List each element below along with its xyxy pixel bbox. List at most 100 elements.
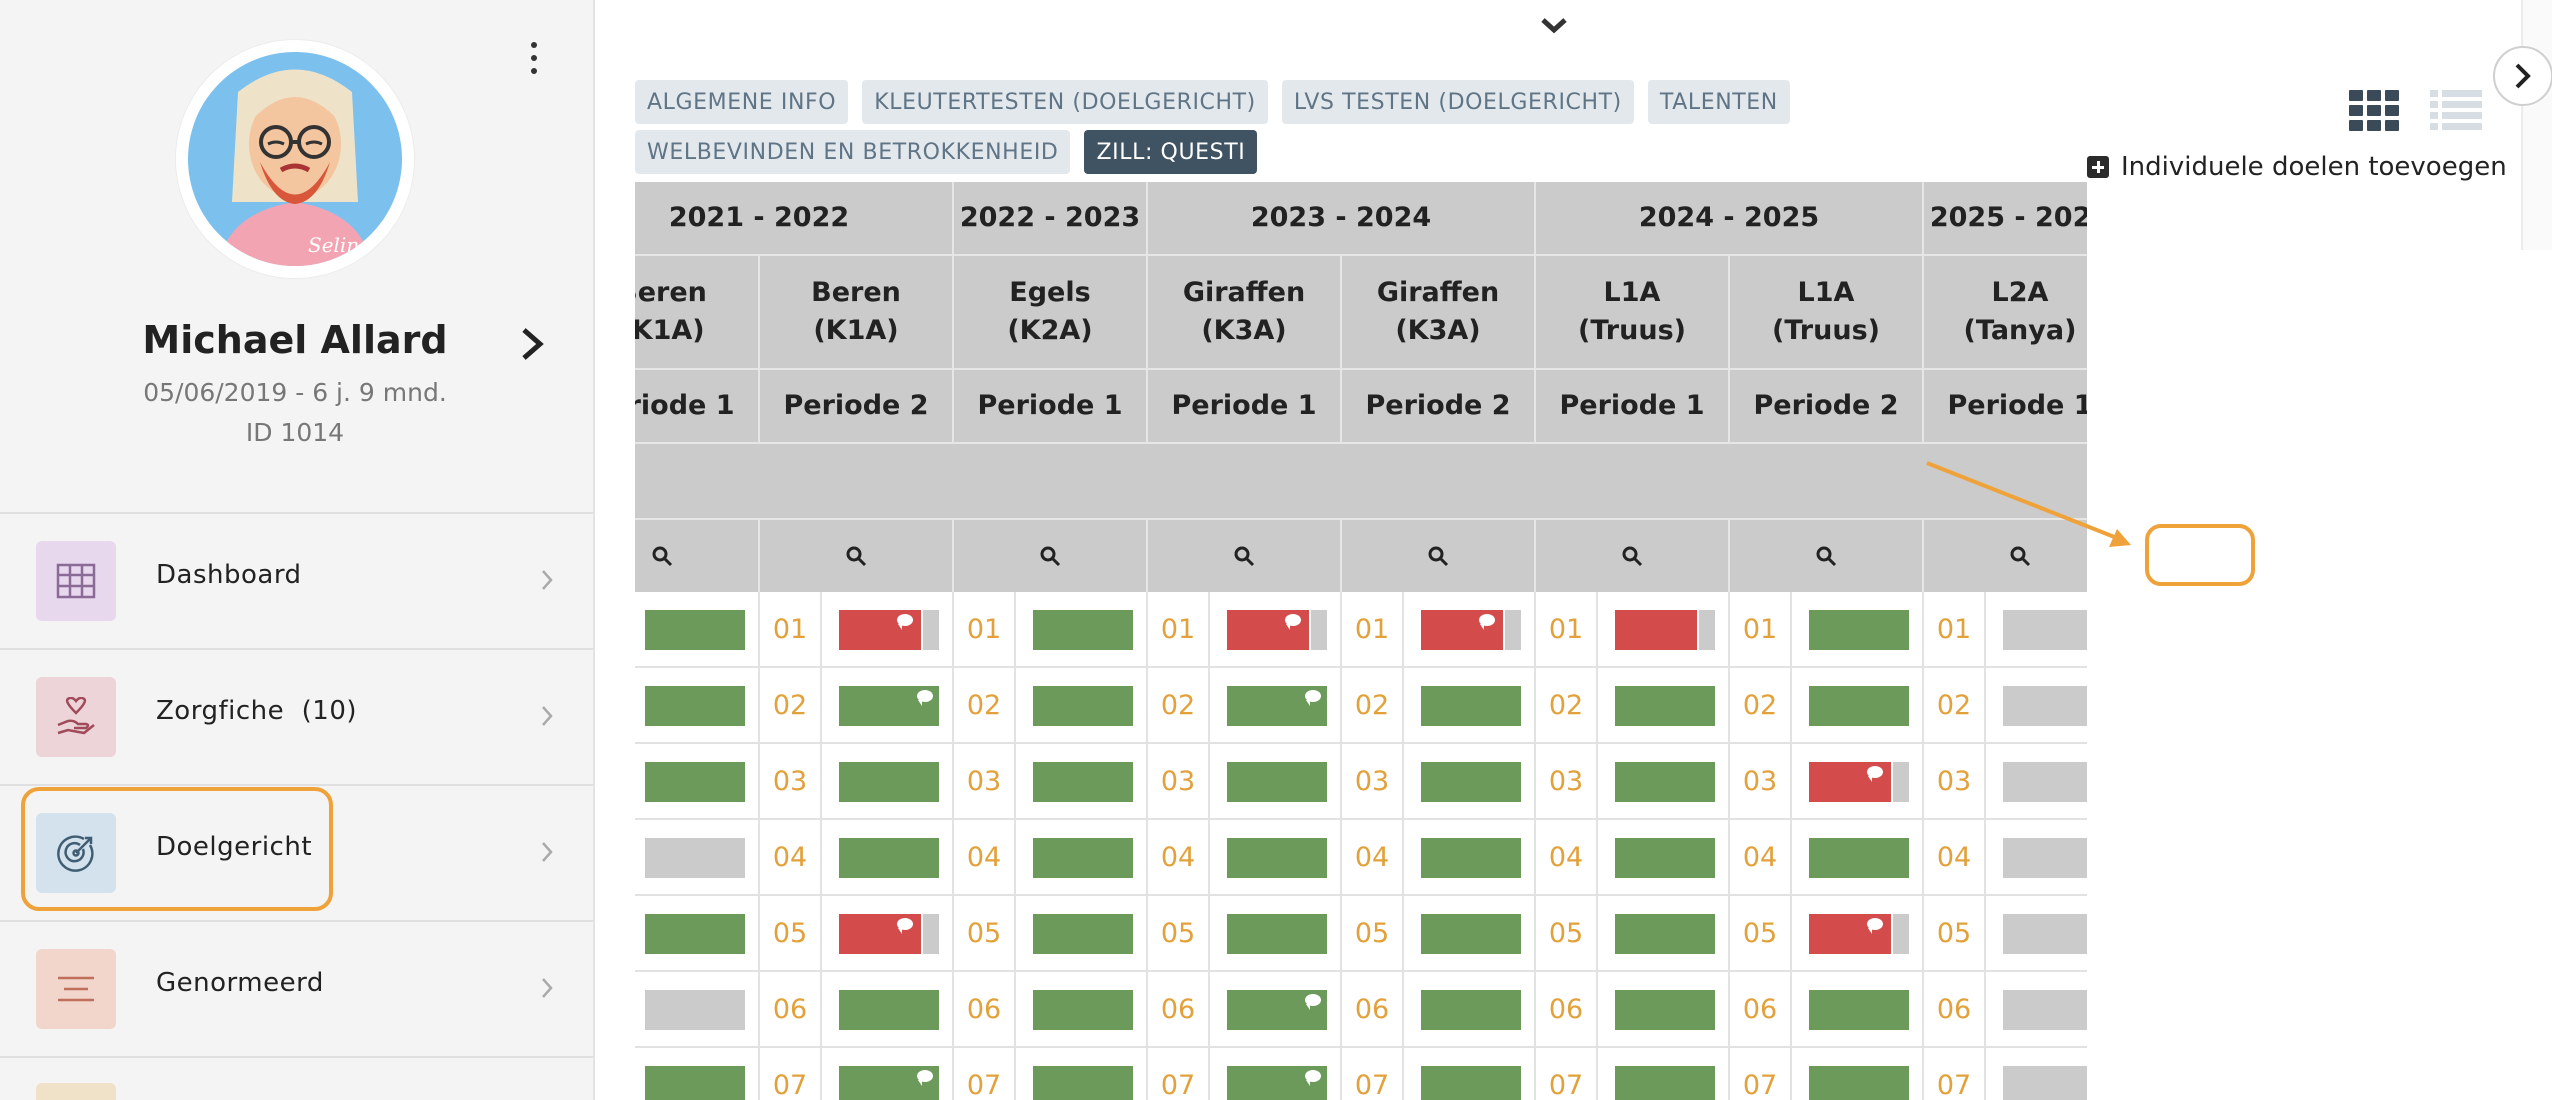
result-bar-green[interactable]: [1615, 762, 1715, 802]
result-bar-green[interactable]: [839, 1066, 939, 1100]
chevron-right-icon: [542, 570, 553, 590]
tab-kleutertesten-doelgericht[interactable]: KLEUTERTESTEN (DOELGERICHT): [862, 80, 1268, 124]
add-individual-goals-button[interactable]: Individuele doelen toevoegen: [2087, 152, 2507, 182]
period-header: Periode 2: [1342, 370, 1536, 444]
nav-label: Dashboard: [156, 560, 302, 590]
result-bar-green[interactable]: [1033, 914, 1133, 954]
result-bar-green[interactable]: [1421, 762, 1521, 802]
result-bar-green[interactable]: [1033, 610, 1133, 650]
comment-icon: [1305, 1070, 1321, 1086]
class-header: L1A (Truus): [1730, 256, 1924, 370]
tab-lvs-testen-doelgericht[interactable]: LVS TESTEN (DOELGERICHT): [1281, 80, 1634, 124]
goal-number: 06: [954, 972, 1016, 1048]
tab-welbevinden-en-betrokkenheid[interactable]: WELBEVINDEN EN BETROKKENHEID: [635, 130, 1071, 174]
result-bar-green[interactable]: [1421, 914, 1521, 954]
student-id: ID 1014: [245, 418, 345, 447]
more-options-icon[interactable]: [522, 42, 546, 74]
result-bar-green[interactable]: [645, 1066, 745, 1100]
goal-number: 03: [1924, 744, 1986, 820]
goal-number: 07: [1536, 1048, 1598, 1100]
result-bar-red[interactable]: [839, 914, 939, 954]
nav-item-zorgfiche[interactable]: Zorgfiche (10): [0, 650, 593, 784]
nav-item-doelgericht[interactable]: Doelgericht: [0, 786, 593, 920]
result-bar-green[interactable]: [1227, 838, 1327, 878]
result-bar-green[interactable]: [1227, 686, 1327, 726]
tab-zill-questi[interactable]: ZILL: QUESTI: [1084, 130, 1258, 174]
nav-item-dashboard[interactable]: Dashboard: [0, 514, 593, 648]
result-bar-green[interactable]: [1809, 990, 1909, 1030]
expand-panel-button[interactable]: [2493, 46, 2552, 106]
result-bar-green[interactable]: [1033, 762, 1133, 802]
year-header: 2022 - 2023: [954, 182, 1148, 256]
grid-view-icon[interactable]: [2349, 90, 2399, 132]
result-bar-green[interactable]: [1615, 838, 1715, 878]
result-bar-green[interactable]: [1033, 990, 1133, 1030]
goal-number: 02: [1730, 668, 1792, 744]
result-bar-red[interactable]: [1227, 610, 1327, 650]
divider: [0, 1056, 593, 1058]
result-bar-green[interactable]: [1421, 838, 1521, 878]
result-bar-grey[interactable]: [645, 838, 745, 878]
result-bar-red[interactable]: [839, 610, 939, 650]
column-search-button[interactable]: [1730, 518, 1924, 592]
result-bar-green[interactable]: [1033, 1066, 1133, 1100]
tab-talenten[interactable]: TALENTEN: [1647, 80, 1790, 124]
result-bar-green[interactable]: [1615, 1066, 1715, 1100]
column-search-button[interactable]: [1148, 518, 1342, 592]
column-search-button[interactable]: [1924, 518, 2087, 592]
result-bar-green[interactable]: [1809, 686, 1909, 726]
nav-item-next-icon[interactable]: [36, 1083, 116, 1100]
result-cell: [1792, 744, 1924, 820]
result-bar-green[interactable]: [645, 762, 745, 802]
column-search-button[interactable]: [635, 518, 760, 592]
result-bar-red[interactable]: [1615, 610, 1715, 650]
result-bar-green[interactable]: [1615, 990, 1715, 1030]
result-bar-grey[interactable]: [2003, 610, 2087, 650]
result-bar-grey[interactable]: [2003, 914, 2087, 954]
result-bar-green[interactable]: [1809, 610, 1909, 650]
result-bar-red[interactable]: [1809, 762, 1909, 802]
result-bar-green[interactable]: [1033, 686, 1133, 726]
result-bar-green[interactable]: [839, 686, 939, 726]
result-bar-green[interactable]: [645, 610, 745, 650]
result-bar-grey[interactable]: [2003, 990, 2087, 1030]
result-bar-green[interactable]: [839, 990, 939, 1030]
tab-algemene-info[interactable]: ALGEMENE INFO: [635, 80, 849, 124]
result-bar-green[interactable]: [1615, 686, 1715, 726]
result-bar-grey[interactable]: [645, 990, 745, 1030]
result-bar-green[interactable]: [1421, 990, 1521, 1030]
result-bar-grey[interactable]: [2003, 762, 2087, 802]
result-bar-green[interactable]: [1615, 914, 1715, 954]
result-cell: [1598, 820, 1730, 896]
chevron-right-icon[interactable]: [516, 326, 548, 362]
result-bar-red[interactable]: [1421, 610, 1521, 650]
search-icon: [1428, 546, 1449, 567]
result-bar-grey[interactable]: [2003, 1066, 2087, 1100]
list-view-icon[interactable]: [2430, 90, 2482, 132]
result-bar-green[interactable]: [839, 762, 939, 802]
chevron-down-icon[interactable]: [1537, 14, 1571, 36]
result-bar-grey[interactable]: [2003, 686, 2087, 726]
result-cell: [1404, 744, 1536, 820]
result-bar-green[interactable]: [645, 686, 745, 726]
result-bar-green[interactable]: [1227, 914, 1327, 954]
result-bar-green[interactable]: [1809, 838, 1909, 878]
column-search-button[interactable]: [954, 518, 1148, 592]
result-bar-grey[interactable]: [2003, 838, 2087, 878]
result-bar-green[interactable]: [645, 914, 745, 954]
result-bar-green[interactable]: [1421, 686, 1521, 726]
result-bar-green[interactable]: [1809, 1066, 1909, 1100]
goal-number: 01: [760, 592, 822, 668]
result-bar-green[interactable]: [1227, 990, 1327, 1030]
column-search-button[interactable]: [1342, 518, 1536, 592]
goal-number: 03: [1536, 744, 1598, 820]
result-bar-red[interactable]: [1809, 914, 1909, 954]
nav-item-genormeerd[interactable]: Genormeerd: [0, 922, 593, 1056]
result-bar-green[interactable]: [1421, 1066, 1521, 1100]
result-bar-green[interactable]: [839, 838, 939, 878]
result-bar-green[interactable]: [1033, 838, 1133, 878]
column-search-button[interactable]: [1536, 518, 1730, 592]
result-bar-green[interactable]: [1227, 762, 1327, 802]
column-search-button[interactable]: [760, 518, 954, 592]
result-bar-green[interactable]: [1227, 1066, 1327, 1100]
